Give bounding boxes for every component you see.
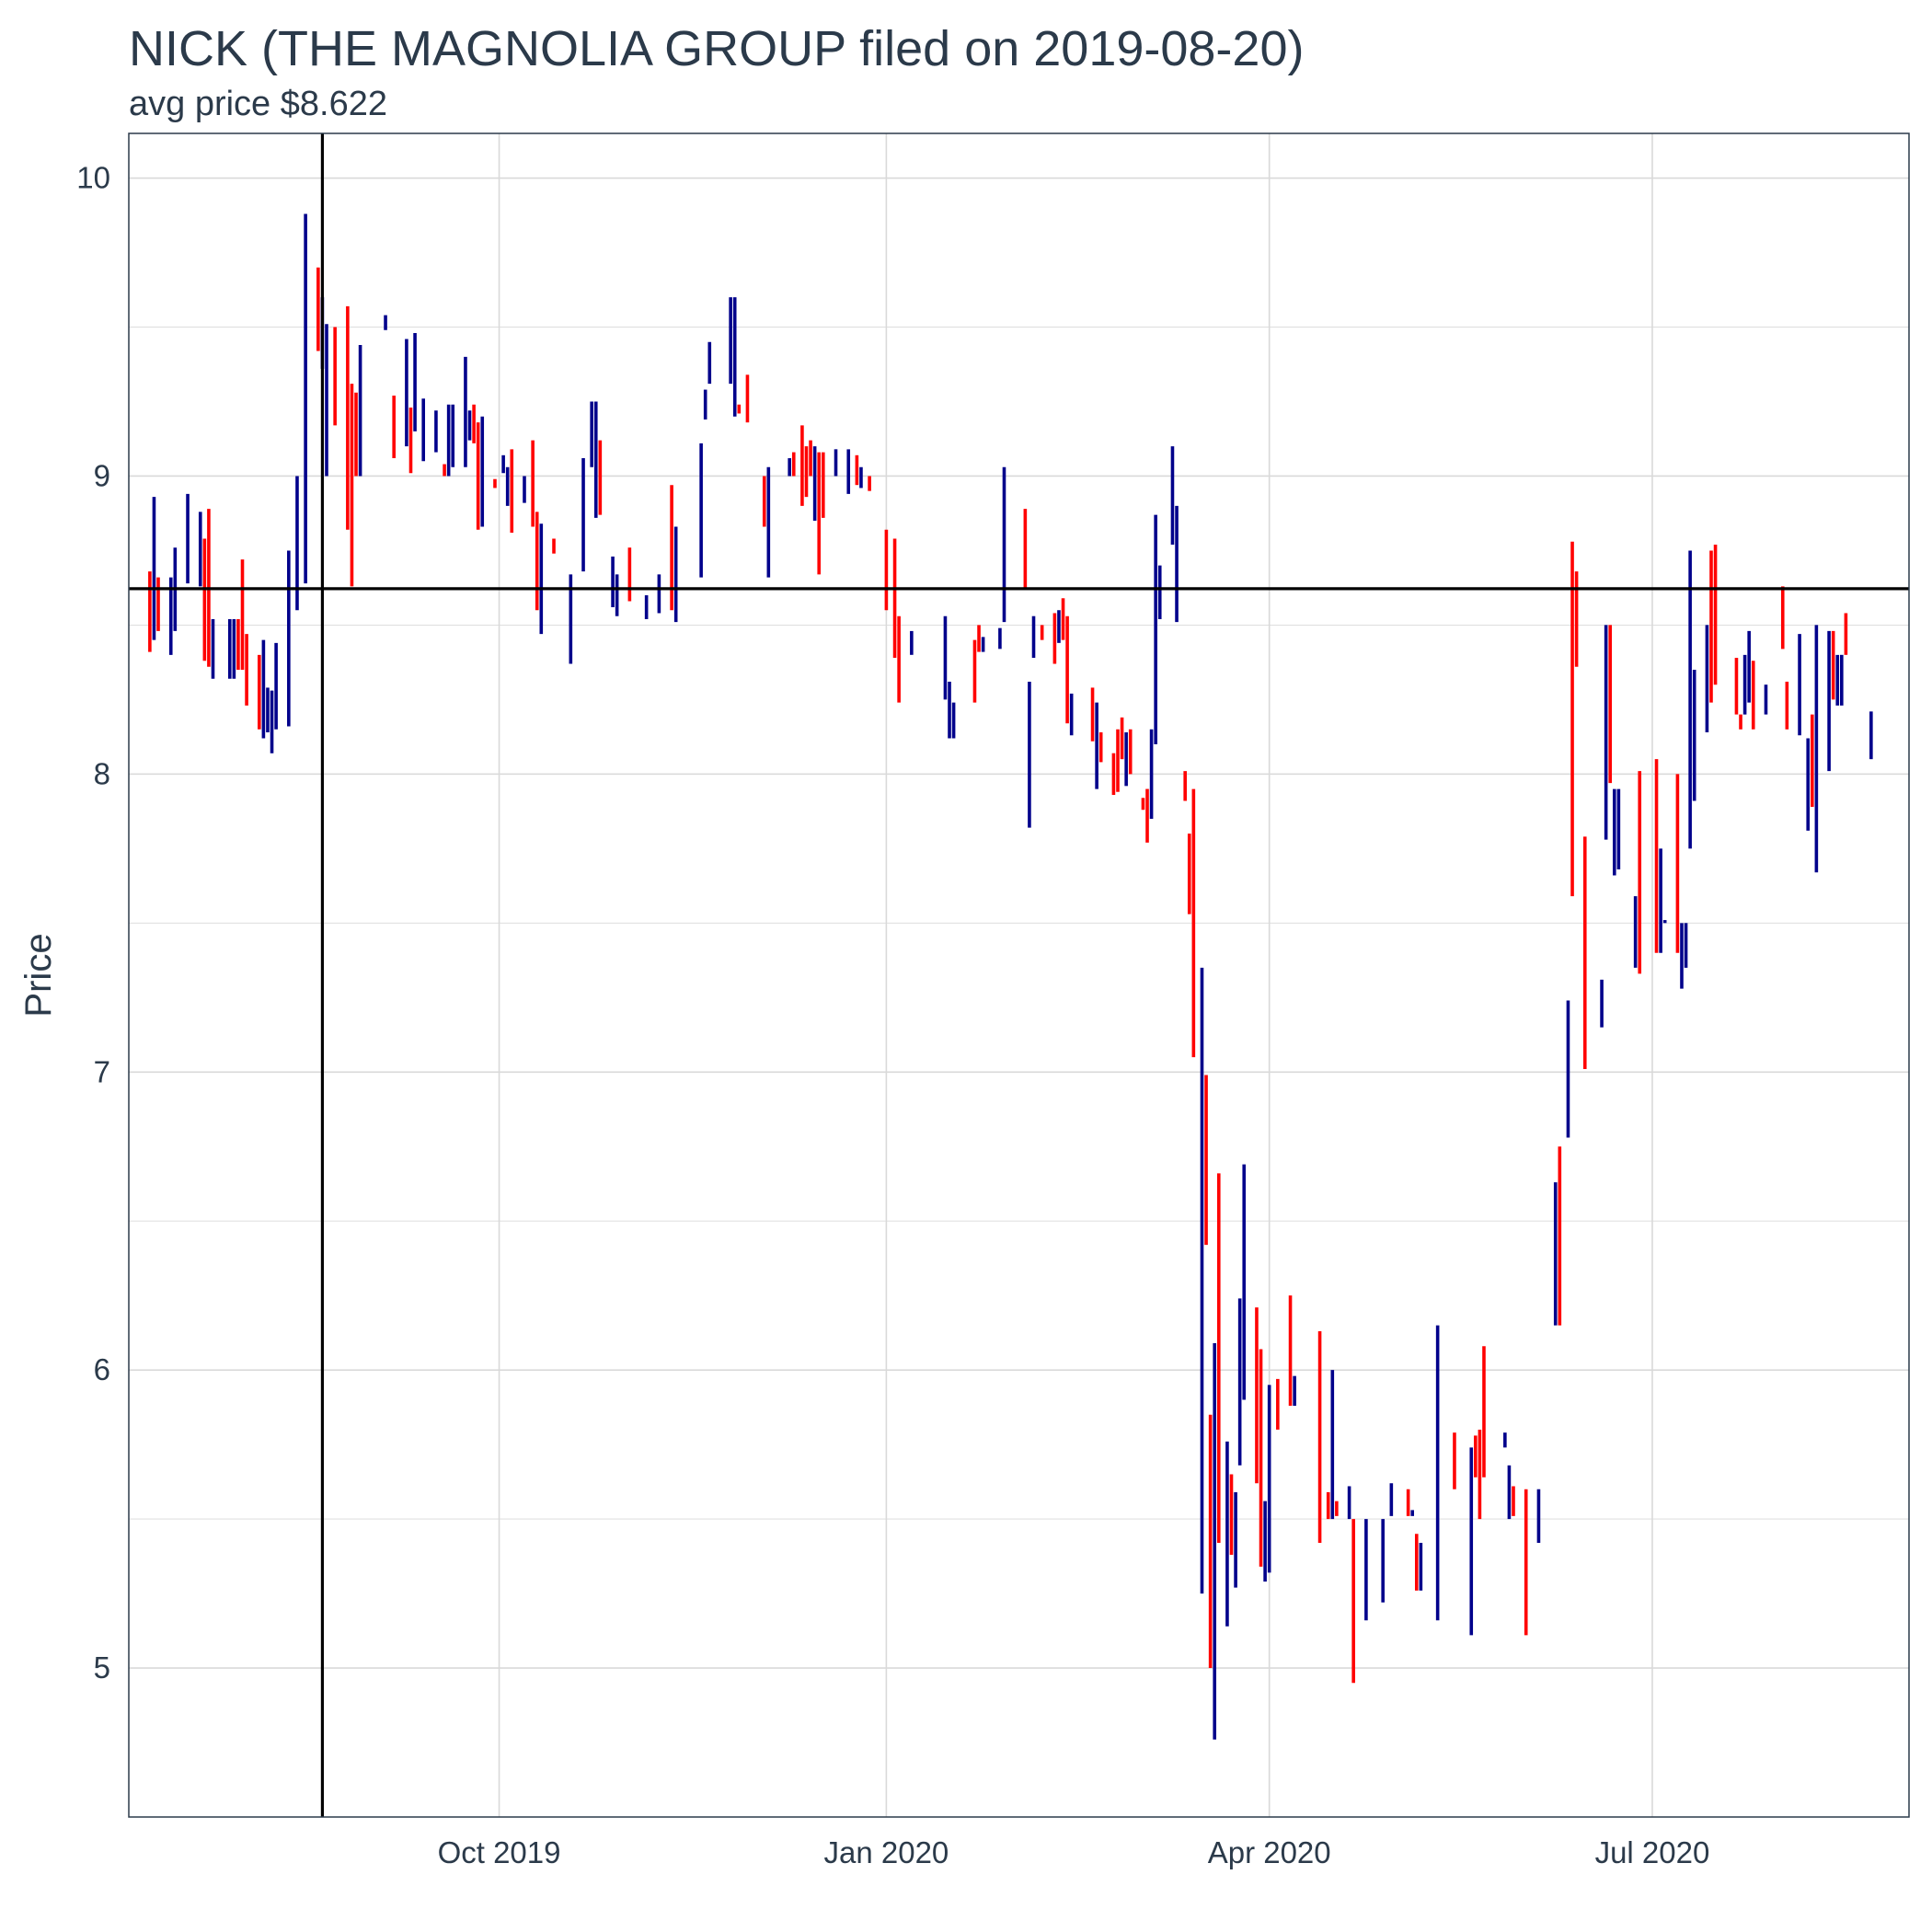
ohlc-bars xyxy=(148,213,1873,1740)
plot-border xyxy=(128,132,1910,1818)
y-tick-label: 9 xyxy=(94,458,110,492)
y-tick-label: 5 xyxy=(94,1650,110,1685)
reference-lines xyxy=(129,133,1909,1817)
y-tick-label: 10 xyxy=(76,161,110,195)
y-axis-title: Price xyxy=(18,933,59,1017)
y-tick-label: 8 xyxy=(94,756,110,790)
y-tick-label: 7 xyxy=(94,1054,110,1088)
grid xyxy=(129,133,1909,1818)
y-axis-ticks: 5 6 7 8 9 10 xyxy=(76,161,110,1685)
x-tick-label: Oct 2019 xyxy=(438,1835,561,1869)
x-axis-ticks: Oct 2019 Jan 2020 Apr 2020 Jul 2020 xyxy=(438,1835,1710,1869)
y-tick-label: 6 xyxy=(94,1352,110,1386)
x-tick-label: Apr 2020 xyxy=(1208,1835,1331,1869)
chart-title: NICK (THE MAGNOLIA GROUP filed on 2019-0… xyxy=(129,21,1305,76)
x-tick-label: Jul 2020 xyxy=(1595,1835,1710,1869)
x-tick-label: Jan 2020 xyxy=(824,1835,949,1869)
chart-subtitle: avg price $8.622 xyxy=(129,85,387,123)
